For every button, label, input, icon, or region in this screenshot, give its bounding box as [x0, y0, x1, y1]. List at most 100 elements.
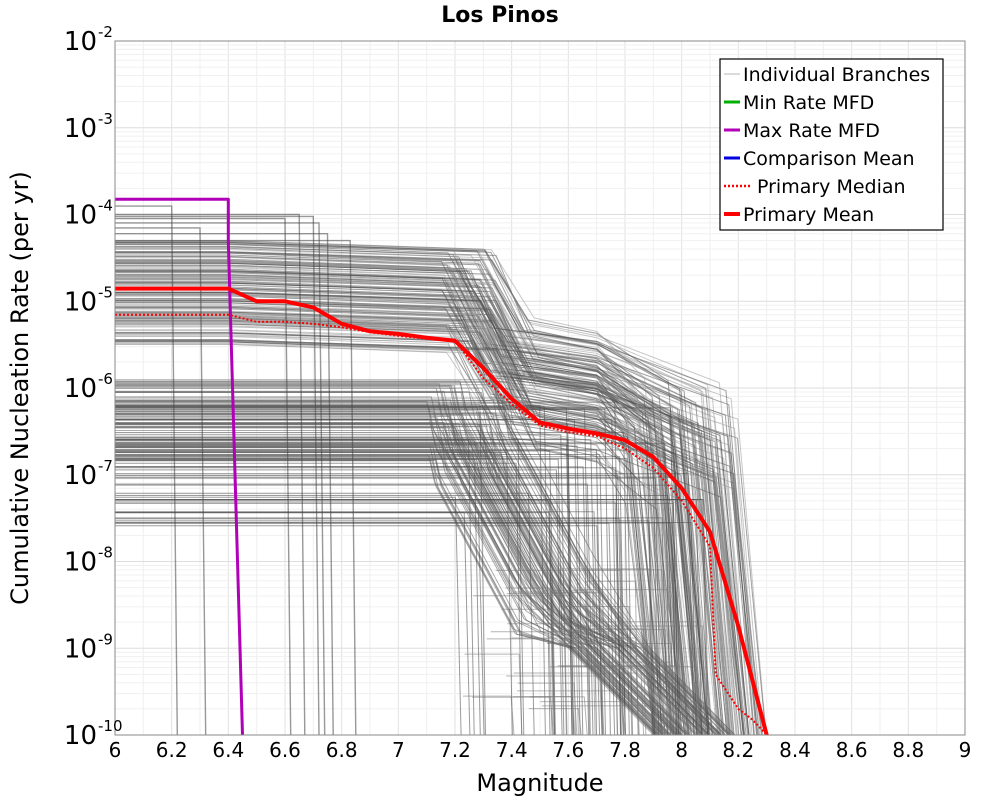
series-primary-mean: [115, 286, 769, 735]
branch-line: [115, 452, 513, 735]
branch-line: [115, 502, 680, 735]
y-tick-label: 10 -4: [64, 197, 113, 231]
branch-line: [115, 501, 622, 735]
x-tick-label: 8.8: [892, 738, 924, 762]
legend-label: Comparison Mean: [743, 148, 915, 170]
branch-line: [115, 496, 462, 735]
branch-line: [551, 592, 604, 735]
legend-label: Primary Median: [757, 176, 906, 198]
branch-line: [115, 213, 306, 735]
x-tick-label: 6.8: [326, 738, 358, 762]
y-tick-label: 10 -3: [64, 110, 113, 144]
x-tick-label: 7: [392, 738, 405, 762]
branch-line: [115, 460, 658, 735]
branch-line: [115, 449, 660, 735]
branch-line: [547, 643, 675, 735]
branch-line: [115, 407, 573, 735]
branch-line: [501, 608, 556, 735]
branch-line: [583, 666, 699, 735]
x-tick-label: 8.4: [779, 738, 811, 762]
x-axis-ticks: 6 6.2 6.4 6.6 6.8 7 7.2 7.4 7.6 7.8 8 8.2 8.4 8.6 8.8 9: [109, 738, 972, 762]
branch-line: [591, 667, 658, 735]
y-tick-base: 10: [64, 634, 97, 664]
branch-line: [115, 381, 736, 735]
y-tick-exponent: -4: [98, 197, 113, 215]
branch-line: [528, 708, 582, 735]
branch-line: [472, 696, 554, 735]
branch-line: [591, 621, 700, 735]
branch-line: [561, 606, 633, 735]
y-tick-exponent: -3: [98, 110, 113, 128]
branch-line: [582, 625, 706, 735]
x-tick-label: 8: [675, 738, 688, 762]
y-tick-label: 10 -7: [64, 457, 113, 491]
legend-label: Primary Mean: [743, 204, 874, 226]
branch-line: [541, 705, 666, 735]
branch-line: [517, 690, 624, 735]
series-primary-median: [115, 313, 768, 735]
series-max-rate-mfd: [115, 197, 244, 735]
y-tick-exponent: -8: [98, 544, 113, 562]
branch-line: [115, 410, 704, 735]
y-tick-exponent: -7: [98, 457, 113, 475]
branch-line: [115, 511, 601, 735]
branch-line: [576, 628, 647, 735]
branch-line: [115, 499, 703, 735]
y-tick-base: 10: [64, 114, 97, 144]
series-lines: [115, 197, 769, 735]
branch-line: [115, 522, 698, 735]
y-tick-label: 10 -8: [64, 544, 113, 578]
y-tick-exponent: -10: [98, 717, 123, 735]
branch-line: [115, 432, 630, 735]
branch-line: [115, 469, 563, 735]
branch-line: [115, 222, 326, 735]
branch-line: [582, 569, 665, 735]
y-tick-exponent: -6: [98, 370, 113, 388]
x-tick-label: 8.6: [836, 738, 868, 762]
branch-line: [115, 439, 525, 735]
y-tick-base: 10: [64, 201, 97, 231]
branch-line: [115, 454, 606, 735]
legend: Individual Branches Min Rate MFD Max Rate …: [719, 58, 944, 231]
legend-label: Max Rate MFD: [743, 120, 880, 142]
branch-line: [115, 215, 320, 735]
branch-line: [505, 587, 554, 735]
y-tick-exponent: -2: [98, 23, 113, 41]
y-axis-label: Cumulative Nucleation Rate (per yr): [6, 171, 34, 605]
legend-box: [719, 58, 944, 231]
branch-line: [115, 492, 535, 735]
branch-line: [115, 483, 594, 735]
y-tick-exponent: -5: [98, 283, 113, 301]
branch-line: [115, 233, 334, 735]
branch-line: [464, 653, 523, 735]
branch-line: [115, 517, 668, 735]
branch-line: [115, 450, 556, 735]
x-tick-label: 7.8: [609, 738, 641, 762]
plot-frame: [114, 40, 966, 736]
y-tick-label: 10 -2: [64, 23, 113, 57]
branch-line: [463, 695, 515, 735]
branch-line: [115, 342, 729, 735]
branch-line: [513, 672, 640, 735]
x-tick-label: 7.6: [552, 738, 584, 762]
y-tick-exponent: -9: [98, 630, 113, 648]
y-tick-base: 10: [64, 374, 97, 404]
y-tick-label: 10 -5: [64, 283, 113, 317]
branch-line: [115, 458, 633, 735]
x-tick-label: 6.2: [156, 738, 188, 762]
branch-line: [473, 595, 576, 735]
y-tick-base: 10: [64, 27, 97, 57]
y-tick-label: 10 -6: [64, 370, 113, 404]
branch-line: [115, 406, 551, 735]
branch-line: [115, 205, 178, 735]
branch-line: [115, 467, 622, 735]
x-tick-label: 6: [109, 738, 122, 762]
branch-line: [577, 589, 671, 735]
branch-line: [506, 675, 605, 735]
chart-title: Los Pinos: [441, 3, 558, 28]
x-tick-label: 7.2: [439, 738, 471, 762]
branch-line: [540, 701, 626, 735]
branch-line: [115, 473, 695, 735]
branch-line: [543, 589, 591, 735]
y-tick-base: 10: [64, 287, 97, 317]
